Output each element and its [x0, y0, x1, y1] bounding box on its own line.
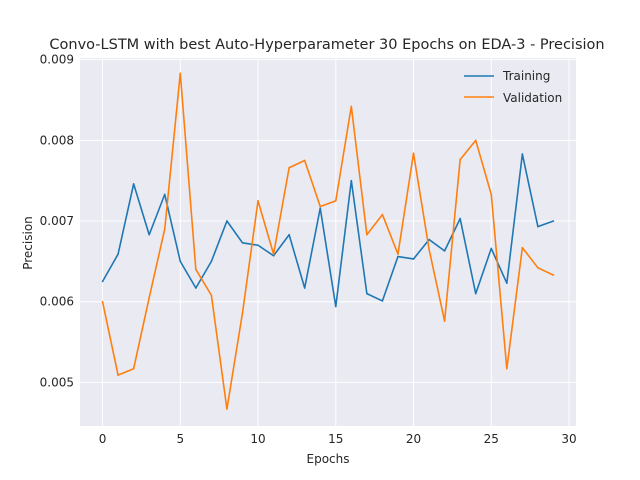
y-tick-label: 0.005: [40, 375, 74, 389]
data-point: [242, 242, 244, 244]
data-point: [273, 255, 275, 257]
x-tick-label: 25: [484, 432, 499, 446]
data-point: [288, 167, 290, 169]
data-point: [257, 244, 259, 246]
data-point: [117, 374, 119, 376]
data-point: [304, 287, 306, 289]
data-point: [179, 261, 181, 263]
data-point: [475, 140, 477, 142]
data-point: [226, 408, 228, 410]
legend-label-training: Training: [502, 69, 550, 83]
data-point: [273, 253, 275, 255]
data-point: [133, 368, 135, 370]
data-point: [428, 239, 430, 241]
data-point: [226, 220, 228, 222]
data-point: [195, 269, 197, 271]
data-point: [211, 261, 213, 263]
data-point: [242, 312, 244, 314]
data-point: [522, 153, 524, 155]
data-point: [164, 228, 166, 230]
data-point: [553, 220, 555, 222]
data-point: [366, 234, 368, 236]
data-point: [148, 297, 150, 299]
x-tick-label: 5: [176, 432, 184, 446]
x-axis-label: Epochs: [307, 452, 350, 466]
data-point: [444, 320, 446, 322]
data-point: [490, 248, 492, 250]
data-point: [506, 368, 508, 370]
data-point: [506, 282, 508, 284]
x-tick-label: 10: [250, 432, 265, 446]
data-point: [133, 183, 135, 185]
chart-title: Convo-LSTM with best Auto-Hyperparameter…: [49, 37, 604, 53]
data-point: [382, 214, 384, 216]
data-point: [211, 294, 213, 296]
data-point: [117, 253, 119, 255]
data-point: [459, 159, 461, 161]
data-point: [475, 293, 477, 295]
data-point: [382, 300, 384, 302]
data-point: [351, 106, 353, 108]
y-tick-label: 0.006: [40, 295, 74, 309]
data-point: [459, 218, 461, 220]
data-point: [257, 200, 259, 202]
y-axis-label: Precision: [21, 216, 35, 270]
data-point: [288, 234, 290, 236]
data-point: [319, 206, 321, 208]
y-tick-label: 0.007: [40, 214, 74, 228]
data-point: [304, 160, 306, 162]
x-tick-label: 30: [561, 432, 576, 446]
data-point: [335, 306, 337, 308]
data-point: [444, 250, 446, 252]
data-point: [335, 200, 337, 202]
data-point: [164, 194, 166, 196]
data-point: [537, 226, 539, 228]
data-point: [490, 194, 492, 196]
data-point: [413, 152, 415, 154]
x-tick-label: 20: [406, 432, 421, 446]
data-point: [537, 267, 539, 269]
data-point: [319, 207, 321, 209]
x-axis-ticks: 0 5 10 15 20 25 30: [99, 432, 577, 446]
data-point: [179, 73, 181, 75]
data-point: [195, 287, 197, 289]
x-tick-label: 15: [328, 432, 343, 446]
data-point: [553, 274, 555, 276]
data-point: [148, 234, 150, 236]
x-tick-label: 0: [99, 432, 107, 446]
data-point: [413, 258, 415, 260]
data-point: [428, 248, 430, 250]
plot-area: [80, 58, 576, 426]
data-point: [102, 281, 104, 283]
data-point: [351, 180, 353, 182]
data-point: [102, 301, 104, 303]
y-tick-label: 0.009: [40, 53, 74, 67]
data-point: [366, 293, 368, 295]
y-axis-ticks: 0.005 0.006 0.007 0.008 0.009: [40, 53, 74, 390]
y-tick-label: 0.008: [40, 133, 74, 147]
data-point: [522, 247, 524, 249]
data-point: [397, 253, 399, 255]
data-point: [397, 256, 399, 258]
legend-label-validation: Validation: [503, 91, 562, 105]
